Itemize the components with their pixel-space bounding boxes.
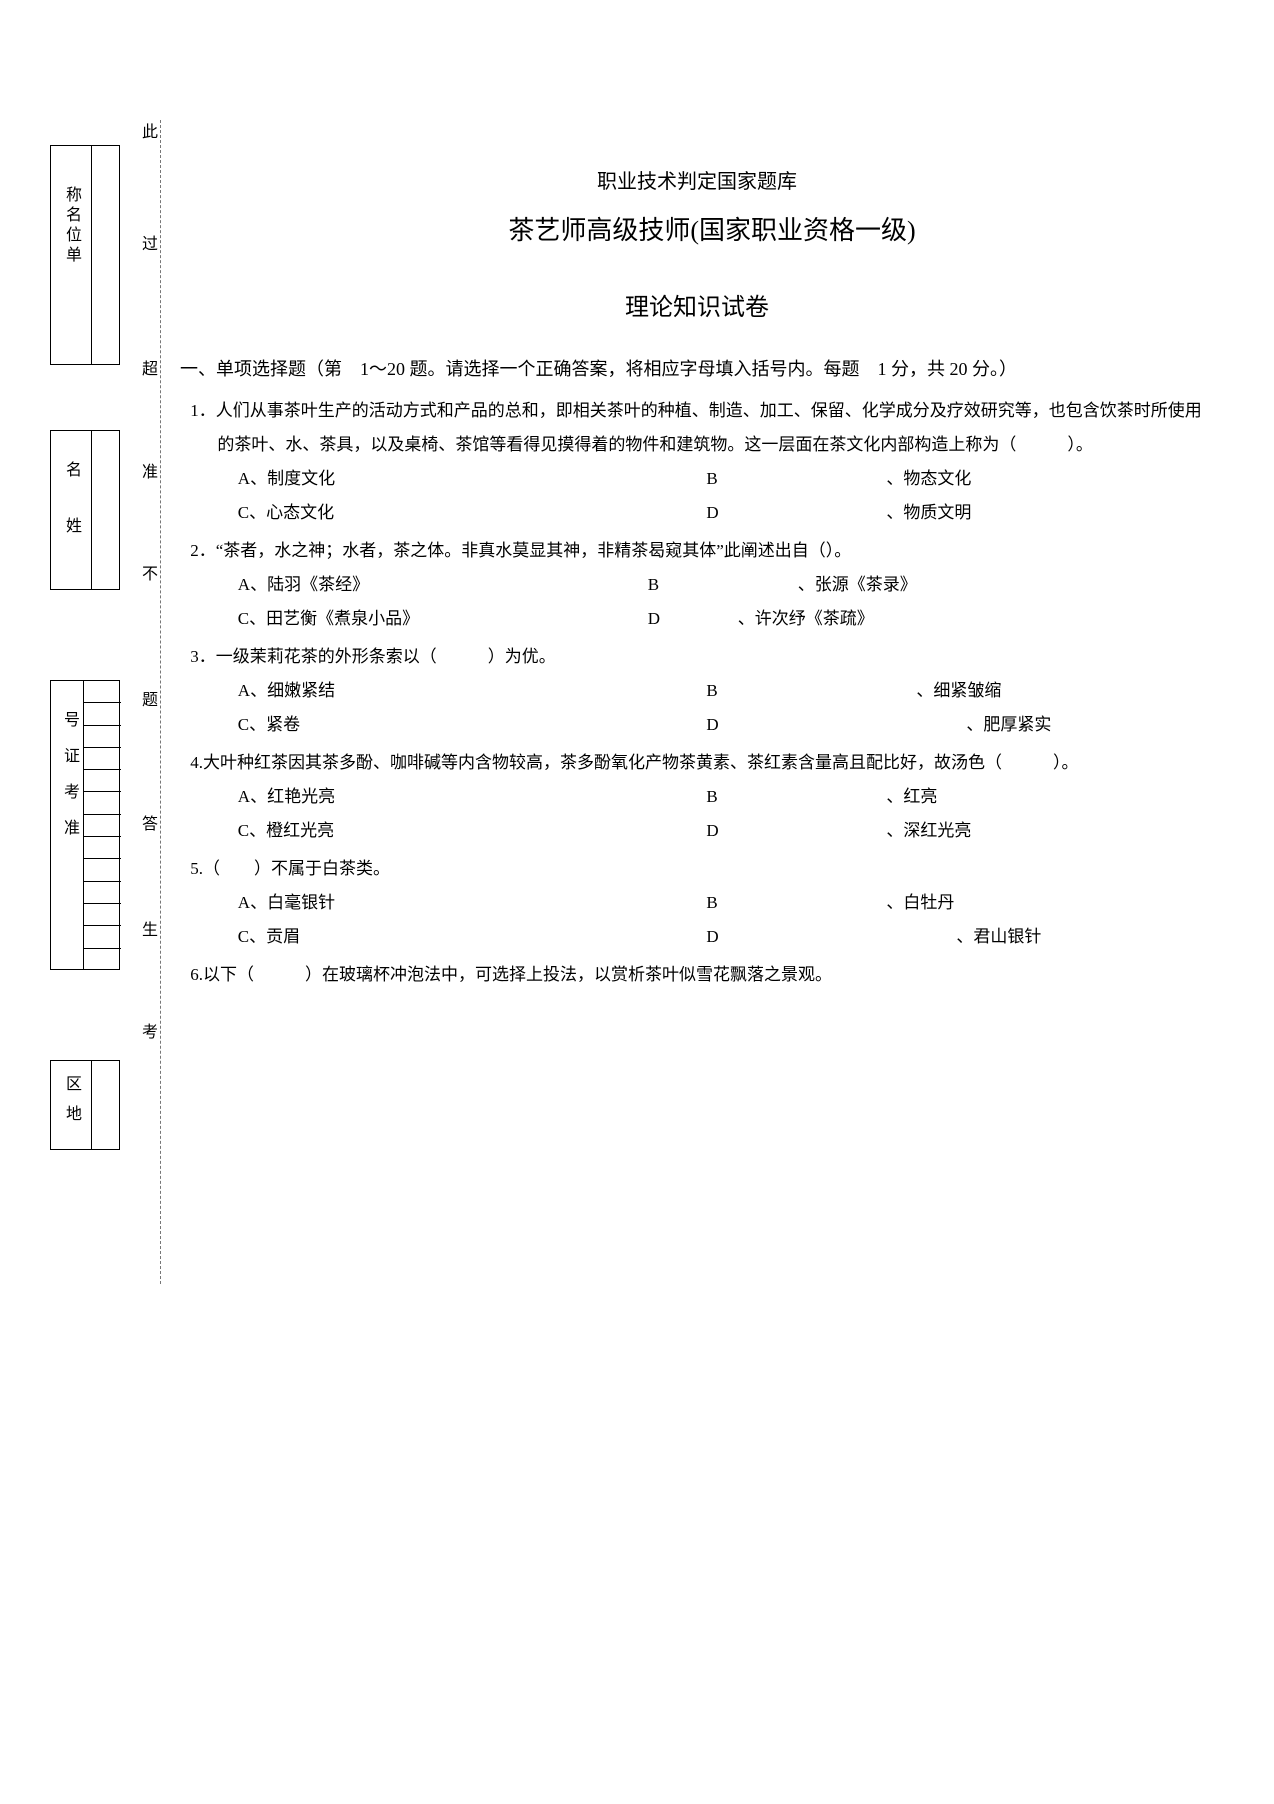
field-region[interactable]: 区地: [50, 1060, 120, 1150]
q6-num: 6.: [190, 965, 203, 984]
q5-option-d[interactable]: D、君山银针: [706, 920, 1214, 954]
q3-text: 一级茉莉花茶的外形条索以（ ）为优。: [216, 647, 556, 666]
q2-option-c[interactable]: C、田艺衡《煮泉小品》: [238, 602, 648, 636]
question-6: 6.以下（ ）在玻璃杯冲泡法中，可选择上投法，以赏析茶叶似雪花飘落之景观。: [180, 958, 1214, 992]
question-5: 5.（ ）不属于白茶类。 A、白毫银针 B、白牡丹 C、贡眉 D、君山银针: [180, 852, 1214, 954]
q4-option-a[interactable]: A、红艳光亮: [238, 780, 707, 814]
q4-option-d[interactable]: D、深红光亮: [706, 814, 1214, 848]
fold-char: 不: [142, 560, 158, 584]
exam-page: 称名位单 名姓 号证考准 区地 此 过 超 准 不 题 答 生 考 职业技术判定…: [0, 0, 1274, 1804]
q4-option-b[interactable]: B、红亮: [706, 780, 1214, 814]
field-unit-name[interactable]: 称名位单: [50, 145, 120, 365]
q1-option-b[interactable]: B、物态文化: [706, 462, 1214, 496]
q5-option-b[interactable]: B、白牡丹: [706, 886, 1214, 920]
q3-num: 3．: [190, 647, 216, 666]
exam-subtitle: 理论知识试卷: [180, 287, 1214, 322]
field-student-name[interactable]: 名姓: [50, 430, 120, 590]
header-source: 职业技术判定国家题库: [180, 165, 1214, 194]
section-1-head: 一、单项选择题（第 1～20 题。请选择一个正确答案，将相应字母填入括号内。每题…: [180, 352, 1214, 386]
question-4: 4.大叶种红茶因其茶多酚、咖啡碱等内含物较高，茶多酚氧化产物茶黄素、茶红素含量高…: [180, 746, 1214, 848]
q3-option-a[interactable]: A、细嫩紧结: [238, 674, 707, 708]
fold-char: 准: [142, 458, 158, 482]
label-student-name: 名姓: [59, 461, 83, 573]
q1-option-c[interactable]: C、心态文化: [238, 496, 707, 530]
fold-char: 此: [142, 118, 158, 142]
question-2: 2．“茶者，水之神；水者，茶之体。非真水莫显其神，非精茶曷窥其体”此阐述出自（）…: [180, 534, 1214, 636]
section-1-desc: 1～20 题。请选择一个正确答案，将相应字母填入括号内。每题 1 分，共 20 …: [360, 359, 1017, 379]
exam-title: 茶艺师高级技师(国家职业资格一级): [210, 210, 1214, 247]
exam-content: 职业技术判定国家题库 茶艺师高级技师(国家职业资格一级) 理论知识试卷 一、单项…: [180, 105, 1214, 996]
q5-num: 5.: [190, 859, 203, 878]
admission-number-grid: [83, 681, 121, 969]
label-admission-number: 号证考准: [57, 711, 81, 855]
fold-line: [160, 120, 161, 1284]
fold-char: 考: [142, 1018, 158, 1042]
q6-text: 以下（ ）在玻璃杯冲泡法中，可选择上投法，以赏析茶叶似雪花飘落之景观。: [203, 965, 832, 984]
divider: [91, 146, 92, 364]
fold-char: 过: [142, 230, 158, 254]
q2-option-d[interactable]: D、许次纾《茶疏》: [648, 602, 1156, 636]
divider: [91, 1061, 92, 1149]
fold-char: 题: [142, 686, 158, 710]
label-region: 区地: [59, 1075, 83, 1135]
q2-text: “茶者，水之神；水者，茶之体。非真水莫显其神，非精茶曷窥其体”此阐述出自（）。: [216, 541, 852, 560]
q1-option-d[interactable]: D、物质文明: [706, 496, 1214, 530]
fold-char: 答: [142, 810, 158, 834]
q3-option-d[interactable]: D、肥厚紧实: [706, 708, 1214, 742]
q1-num: 1．: [190, 401, 216, 420]
q2-option-a[interactable]: A、陆羽《茶经》: [238, 568, 648, 602]
divider: [91, 431, 92, 589]
q5-option-a[interactable]: A、白毫银针: [238, 886, 707, 920]
q2-num: 2．: [190, 541, 216, 560]
q4-text: 大叶种红茶因其茶多酚、咖啡碱等内含物较高，茶多酚氧化产物茶黄素、茶红素含量高且配…: [203, 753, 1079, 772]
question-1: 1．人们从事茶叶生产的活动方式和产品的总和，即相关茶叶的种植、制造、加工、保留、…: [180, 394, 1214, 530]
fold-char: 生: [142, 916, 158, 940]
q4-num: 4.: [190, 753, 203, 772]
question-3: 3．一级茉莉花茶的外形条索以（ ）为优。 A、细嫩紧结 B、细紧皱缩 C、紧卷 …: [180, 640, 1214, 742]
fold-char: 超: [142, 355, 158, 379]
q3-option-b[interactable]: B、细紧皱缩: [706, 674, 1214, 708]
q5-option-c[interactable]: C、贡眉: [238, 920, 707, 954]
label-unit-name: 称名位单: [59, 186, 83, 266]
q4-option-c[interactable]: C、橙红光亮: [238, 814, 707, 848]
section-1-label: 一、单项选择题（第: [180, 359, 342, 379]
q1-text: 人们从事茶叶生产的活动方式和产品的总和，即相关茶叶的种植、制造、加工、保留、化学…: [216, 401, 1202, 454]
q5-text: （ ）不属于白茶类。: [203, 859, 390, 878]
q1-option-a[interactable]: A、制度文化: [238, 462, 707, 496]
q2-option-b[interactable]: B、张源《茶录》: [648, 568, 1156, 602]
q3-option-c[interactable]: C、紧卷: [238, 708, 707, 742]
field-admission-number[interactable]: 号证考准: [50, 680, 120, 970]
